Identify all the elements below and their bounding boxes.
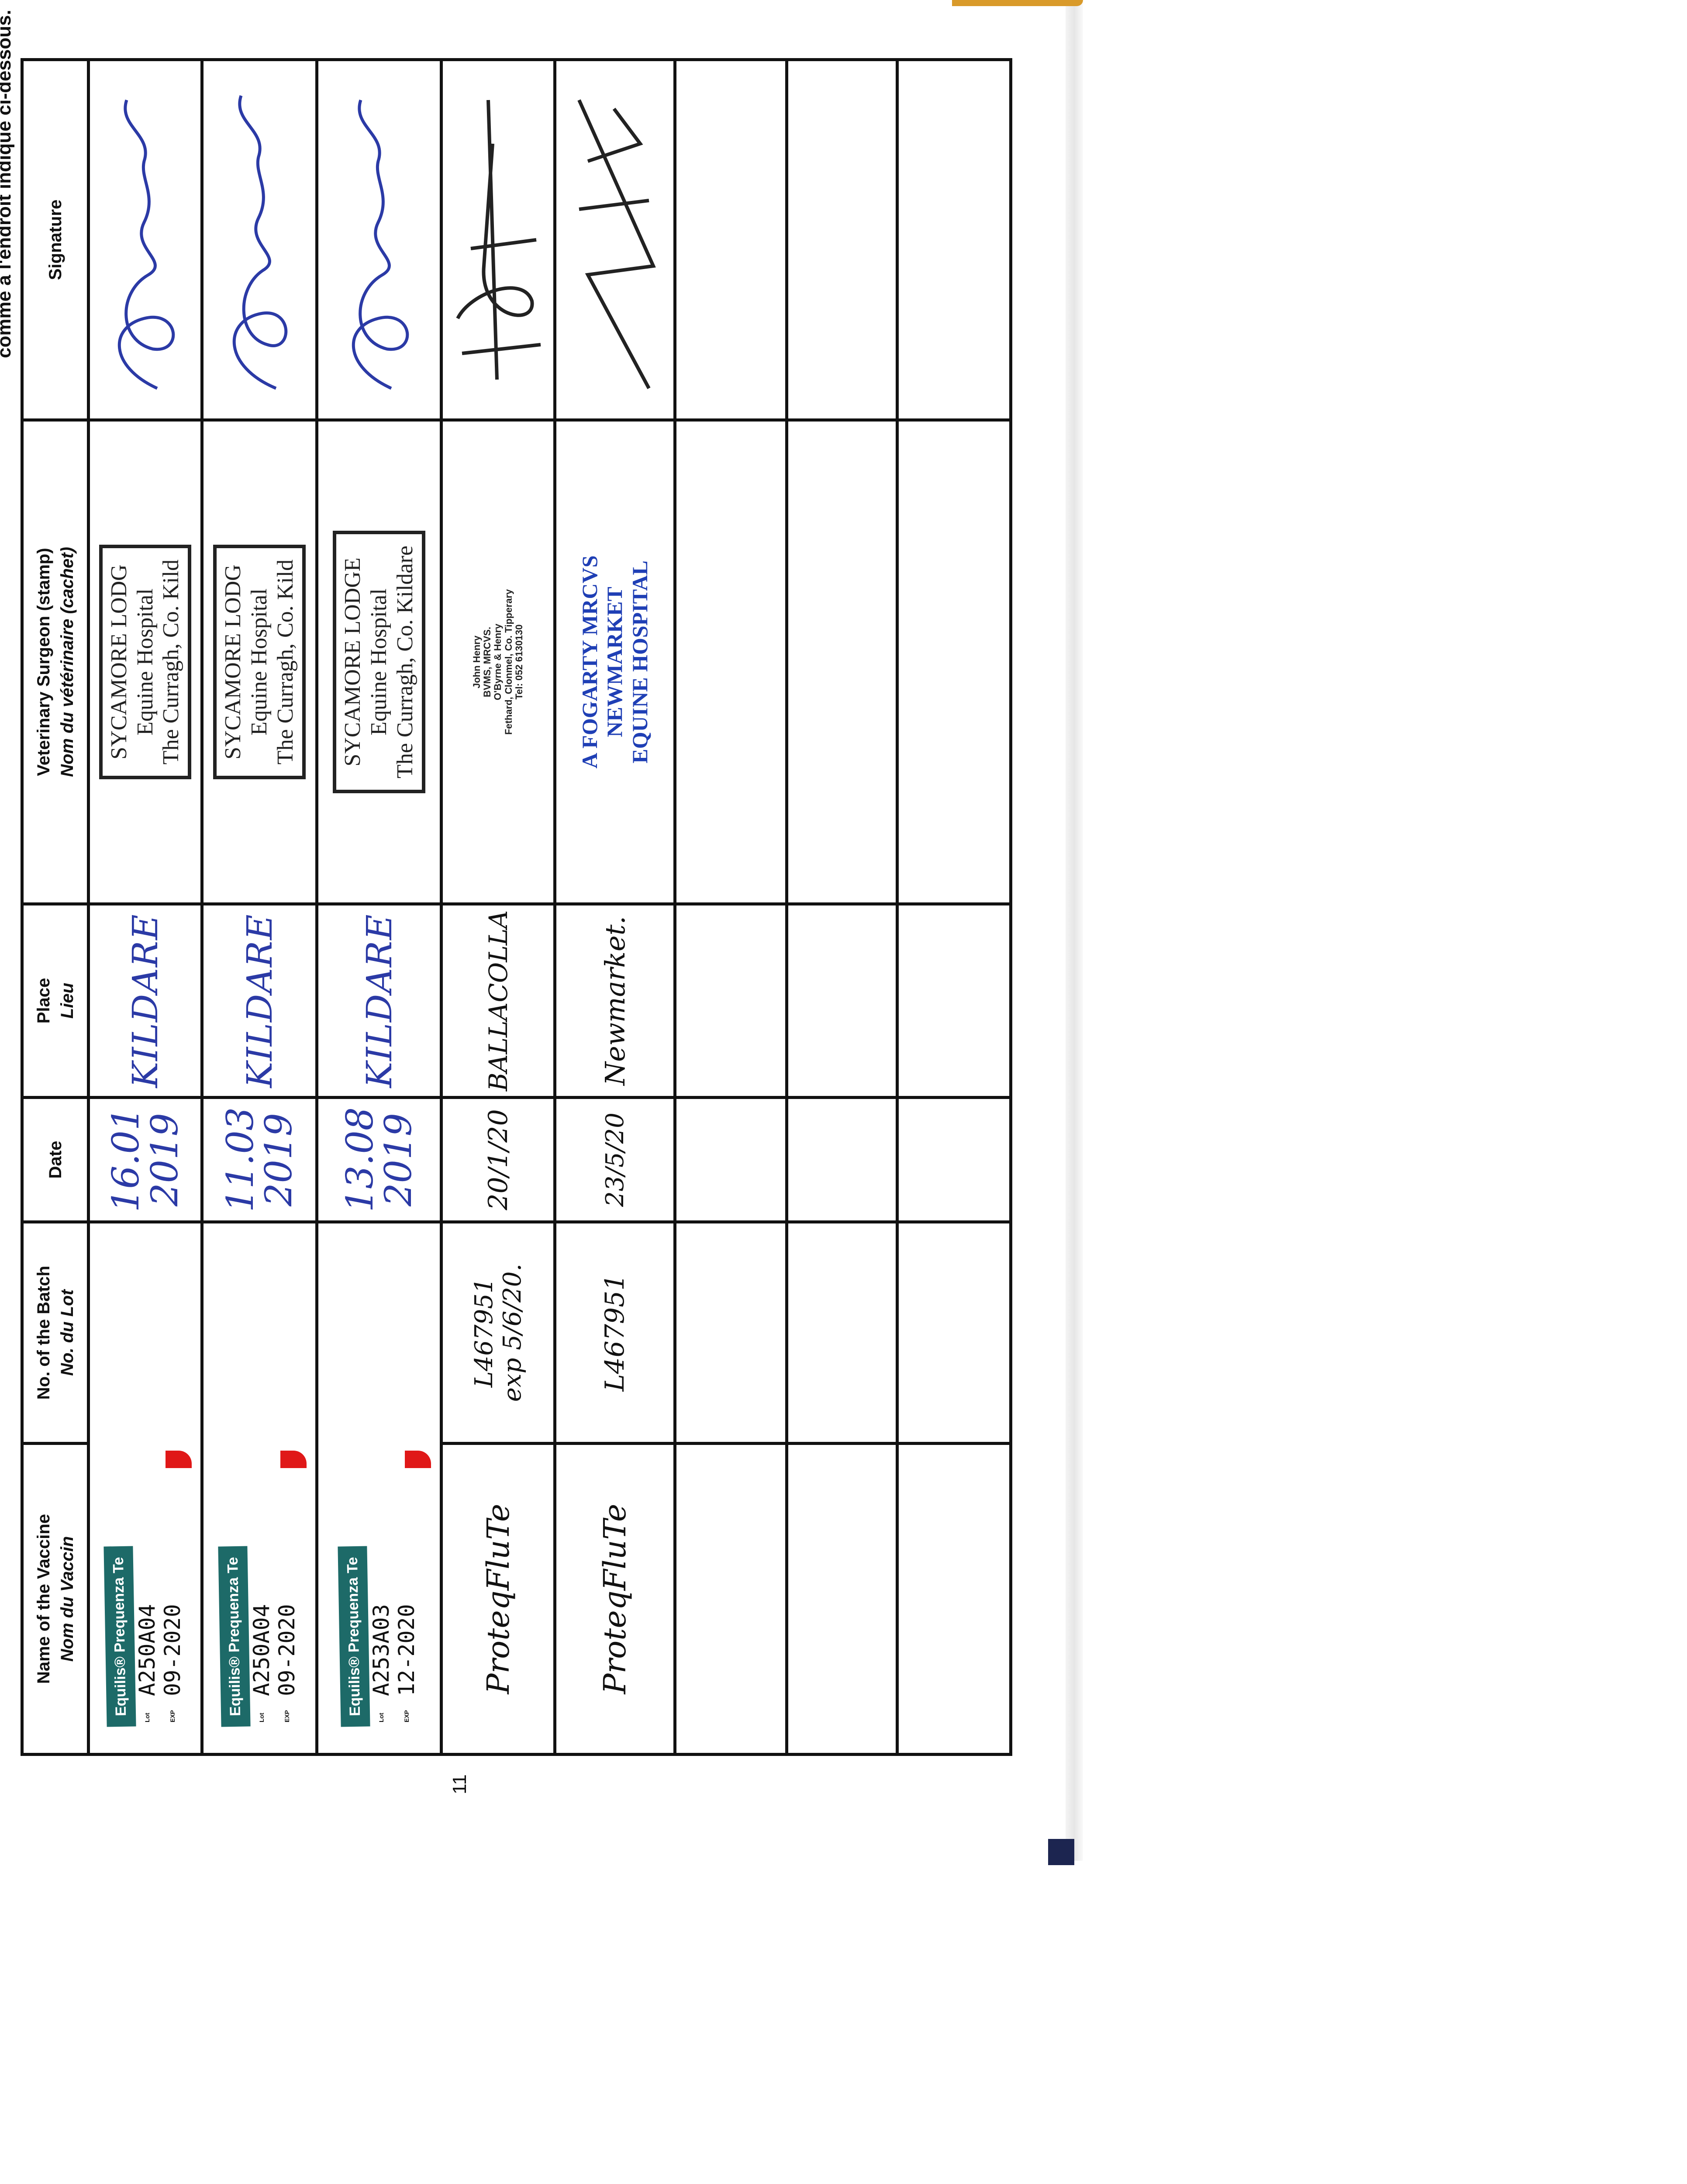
cover-corner [952,0,1083,6]
vaccine-sticker-cell: Equilis® Prequenza Te Lot A250A04 EXP 09-2… [202,1222,317,1755]
vaccine-name-cell: ProteqFluTe [555,1443,675,1755]
vet-stamp: John Henry BVMS, MRCVS. O'Byrne & Henry Fet… [471,589,524,735]
sticker-brand: Equilis® Prequenza Te [217,1546,251,1727]
lot-tag: Lot [258,1713,265,1722]
header-row: Name of the Vaccine Nom du Vaccin No. of … [22,59,89,1755]
sticker-flag [405,1451,431,1468]
vet-stamp-cell: SYCAMORE LODG Equine Hospital The Curragh,… [202,420,317,904]
table-row [897,59,1011,1755]
col-batch: No. of the Batch No. du Lot [22,1222,89,1444]
signature-black-1-icon [456,100,541,380]
col-place: Place Lieu [22,904,89,1098]
table-row: Equilis® Prequenza Te Lot A253A03 EXP 12-2… [317,59,442,1755]
vet-stamp-cell: SYCAMORE LODGE Equine Hospital The Curragh… [317,420,442,904]
page-number: 11 [448,1774,470,1794]
table-row: ProteqFluTe L467951 exp 5/6/20. 20/1/20 B… [441,59,555,1755]
lot-number: A250A04 [248,1604,274,1696]
signature-blue-3-icon [352,99,409,390]
sticker-flag [166,1451,192,1468]
col-signature: Signature [22,59,89,420]
sticker-brand: Equilis® Prequenza Te [337,1546,370,1727]
vaccine-sticker-cell: Equilis® Prequenza Te Lot A250A04 EXP 09-2… [88,1222,202,1755]
date-cell: 13.08 2019 [317,1097,442,1222]
vet-stamp: SYCAMORE LODG Equine Hospital The Curragh,… [99,544,192,780]
signature-cell [441,59,555,420]
signature-cell [88,59,202,420]
sticker-brand: Equilis® Prequenza Te [103,1546,136,1727]
place-cell: Newmarket. [555,904,675,1098]
date-cell: 16.01 2019 [88,1097,202,1222]
signature-blue-1-icon [117,99,175,390]
lot-tag: Lot [377,1713,385,1722]
batch-cell: L467951 [555,1222,675,1444]
vet-stamp-cell: John Henry BVMS, MRCVS. O'Byrne & Henry Fet… [441,420,555,904]
table-row: ProteqFluTe L467951 23/5/20 Newmarket. A… [555,59,675,1755]
date-cell: 23/5/20 [555,1097,675,1222]
exp-tag: EXP [169,1710,176,1722]
col-date: Date [22,1097,89,1222]
page-edge-shadow [1066,0,1083,1861]
col-vet: Veterinary Surgeon (stamp) Nom du vétérin… [22,420,89,904]
signature-black-2-icon [577,99,656,389]
table-row: Equilis® Prequenza Te Lot A250A04 EXP 09-2… [202,59,317,1755]
vet-stamp: SYCAMORE LODG Equine Hospital The Curragh,… [213,544,306,780]
vet-stamp: A FOGARTY MRCVS NEWMARKET EQUINE HOSPITAL [577,555,652,769]
vet-stamp-cell: SYCAMORE LODG Equine Hospital The Curragh,… [88,420,202,904]
table-row: Equilis® Prequenza Te Lot A250A04 EXP 09-2… [88,59,202,1755]
batch-cell: L467951 exp 5/6/20. [441,1222,555,1444]
intro-text: comme à l'endroit indiqué ci-dessous. [0,10,15,358]
expiry: 09-2020 [274,1604,300,1696]
vaccination-record-sheet: comme à l'endroit indiqué ci-dessous. Na… [0,10,1012,1756]
exp-tag: EXP [283,1710,290,1722]
vaccine-sticker: Equilis® Prequenza Te Lot A253A03 EXP 12-2… [337,1223,419,1727]
vet-stamp: SYCAMORE LODGE Equine Hospital The Curragh… [333,531,425,793]
signature-cell [317,59,442,420]
date-cell: 11.03 2019 [202,1097,317,1222]
sticker-flag [280,1451,307,1468]
table-row [675,59,787,1755]
expiry: 12-2020 [393,1604,419,1696]
lot-number: A250A04 [135,1604,160,1696]
exp-tag: EXP [403,1710,410,1722]
lot-number: A253A03 [368,1604,394,1696]
expiry: 09-2020 [160,1604,185,1696]
vaccine-sticker: Equilis® Prequenza Te Lot A250A04 EXP 09-2… [103,1223,185,1727]
lot-tag: Lot [144,1713,151,1722]
signature-cell [202,59,317,420]
table-row [787,59,897,1755]
signature-blue-2-icon [232,95,287,390]
signature-cell [555,59,675,420]
place-cell: KILDARE [317,904,442,1098]
vet-stamp-cell: A FOGARTY MRCVS NEWMARKET EQUINE HOSPITAL [555,420,675,904]
vaccine-sticker: Equilis® Prequenza Te Lot A250A04 EXP 09-2… [217,1223,300,1727]
vaccine-name-cell: ProteqFluTe [441,1443,555,1755]
col-vaccine: Name of the Vaccine Nom du Vaccin [22,1443,89,1755]
place-cell: KILDARE [202,904,317,1098]
vaccine-sticker-cell: Equilis® Prequenza Te Lot A253A03 EXP 12-2… [317,1222,442,1755]
place-cell: KILDARE [88,904,202,1098]
place-cell: BALLACOLLA [441,904,555,1098]
cover-tab [1048,1839,1074,1865]
vaccination-table: Name of the Vaccine Nom du Vaccin No. of … [21,58,1012,1756]
date-cell: 20/1/20 [441,1097,555,1222]
